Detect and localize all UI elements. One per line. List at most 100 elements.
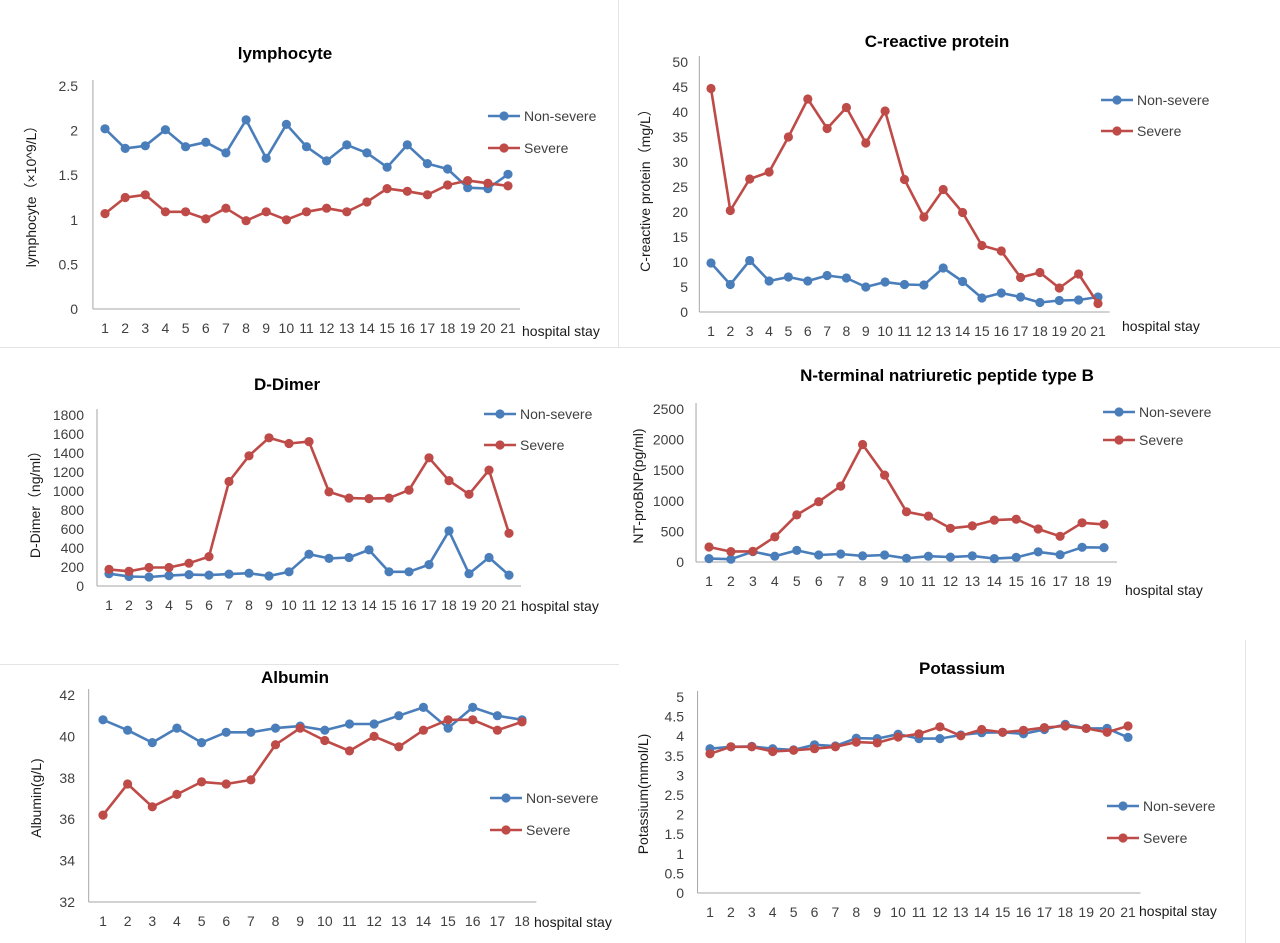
data-point bbox=[204, 570, 214, 580]
x-tick-label: 21 bbox=[500, 320, 516, 336]
data-point bbox=[284, 567, 294, 577]
x-tick-label: 7 bbox=[225, 597, 233, 613]
data-point bbox=[484, 465, 494, 475]
y-axis-label: Albumin(g/L) bbox=[28, 758, 44, 837]
data-point bbox=[745, 174, 755, 184]
data-point bbox=[958, 207, 968, 218]
data-point bbox=[418, 702, 428, 712]
data-point bbox=[264, 571, 274, 581]
data-point bbox=[977, 293, 987, 303]
data-point bbox=[124, 566, 134, 576]
y-tick-label: 0.5 bbox=[59, 256, 79, 272]
data-point bbox=[861, 138, 871, 148]
panel-divider bbox=[0, 664, 620, 665]
series-line bbox=[102, 706, 523, 744]
data-point bbox=[270, 723, 281, 733]
data-point bbox=[967, 521, 977, 531]
data-point bbox=[1074, 295, 1084, 305]
x-tick-label: 2 bbox=[727, 573, 735, 589]
data-point bbox=[861, 282, 871, 292]
x-tick-label: 19 bbox=[460, 320, 476, 336]
nt-probnp-chart: N-terminal natriuretic peptide type B 0 50… bbox=[630, 366, 1212, 598]
data-point bbox=[120, 192, 130, 203]
data-point bbox=[164, 571, 174, 581]
data-point bbox=[261, 153, 271, 163]
chart-title: D-Dimer bbox=[254, 375, 321, 394]
data-point bbox=[443, 180, 453, 190]
y-tick-label: 35 bbox=[672, 129, 688, 145]
y-tick-label: 2 bbox=[676, 807, 684, 823]
x-tick-label: 3 bbox=[749, 573, 757, 589]
data-point bbox=[464, 569, 474, 579]
y-tick-label: 3.5 bbox=[665, 748, 685, 764]
data-point bbox=[369, 719, 379, 729]
x-tick-label: 20 bbox=[1071, 323, 1087, 339]
x-tick-label: 1 bbox=[705, 573, 713, 589]
x-tick-label: 11 bbox=[912, 904, 927, 920]
data-point bbox=[945, 523, 955, 533]
data-point bbox=[304, 549, 314, 559]
data-point bbox=[364, 494, 374, 504]
y-tick-label: 36 bbox=[59, 811, 75, 827]
legend-swatch-marker bbox=[499, 143, 509, 153]
data-point bbox=[301, 142, 312, 152]
x-tick-label: 4 bbox=[173, 913, 181, 929]
x-tick-label: 6 bbox=[811, 904, 819, 920]
data-point bbox=[880, 106, 890, 116]
data-point bbox=[221, 203, 231, 213]
x-tick-label: 4 bbox=[765, 323, 773, 339]
data-point bbox=[172, 789, 182, 799]
chart-title: C-reactive protein bbox=[865, 32, 1010, 51]
x-tick-label: 3 bbox=[148, 913, 156, 929]
legend-swatch-marker bbox=[1118, 833, 1128, 843]
data-point bbox=[1011, 514, 1021, 524]
y-tick-label: 1500 bbox=[653, 462, 684, 478]
y-axis-label: Potassium(mmol/L) bbox=[635, 734, 651, 855]
y-tick-label: 2.5 bbox=[665, 787, 685, 803]
y-tick-label: 1600 bbox=[53, 426, 84, 442]
legend-swatch-marker bbox=[1112, 95, 1122, 105]
data-point bbox=[404, 485, 414, 495]
x-tick-label: 6 bbox=[205, 597, 213, 613]
data-point bbox=[98, 715, 108, 725]
x-tick-label: 12 bbox=[943, 573, 959, 589]
data-point bbox=[322, 156, 332, 166]
legend-label: Severe bbox=[1143, 830, 1188, 846]
data-point bbox=[123, 779, 133, 789]
x-tick-label: 15 bbox=[440, 913, 456, 929]
data-point bbox=[770, 532, 780, 542]
x-tick-label: 13 bbox=[965, 573, 981, 589]
data-point bbox=[768, 746, 778, 757]
data-point bbox=[923, 551, 933, 561]
data-point bbox=[468, 715, 478, 725]
x-tick-label: 5 bbox=[182, 320, 190, 336]
x-tick-label: 2 bbox=[125, 597, 133, 613]
data-point bbox=[160, 125, 170, 135]
data-point bbox=[726, 742, 736, 752]
x-tick-label: 20 bbox=[480, 320, 496, 336]
data-point bbox=[935, 722, 945, 732]
data-point bbox=[483, 178, 493, 188]
y-tick-label: 0 bbox=[76, 578, 84, 594]
x-tick-label: 14 bbox=[955, 323, 971, 339]
x-tick-label: 11 bbox=[921, 573, 936, 589]
x-tick-label: 14 bbox=[361, 597, 377, 613]
legend-swatch-marker bbox=[499, 111, 509, 121]
x-axis-label: hospital stay bbox=[522, 323, 600, 339]
x-tick-label: 5 bbox=[790, 904, 798, 920]
data-point bbox=[938, 263, 948, 273]
y-tick-label: 3 bbox=[676, 767, 684, 783]
x-tick-label: 1 bbox=[101, 320, 109, 336]
data-point bbox=[893, 732, 903, 742]
data-point bbox=[503, 181, 513, 191]
data-point bbox=[899, 279, 910, 290]
x-axis-label: hospital stay bbox=[1139, 903, 1217, 919]
x-tick-label: 9 bbox=[262, 320, 270, 336]
data-point bbox=[344, 719, 355, 729]
data-point bbox=[770, 551, 780, 561]
y-tick-label: 1400 bbox=[53, 445, 84, 461]
x-tick-label: 14 bbox=[986, 573, 1002, 589]
data-point bbox=[362, 148, 372, 158]
x-tick-label: 1 bbox=[707, 323, 715, 339]
x-tick-label: 17 bbox=[421, 597, 437, 613]
